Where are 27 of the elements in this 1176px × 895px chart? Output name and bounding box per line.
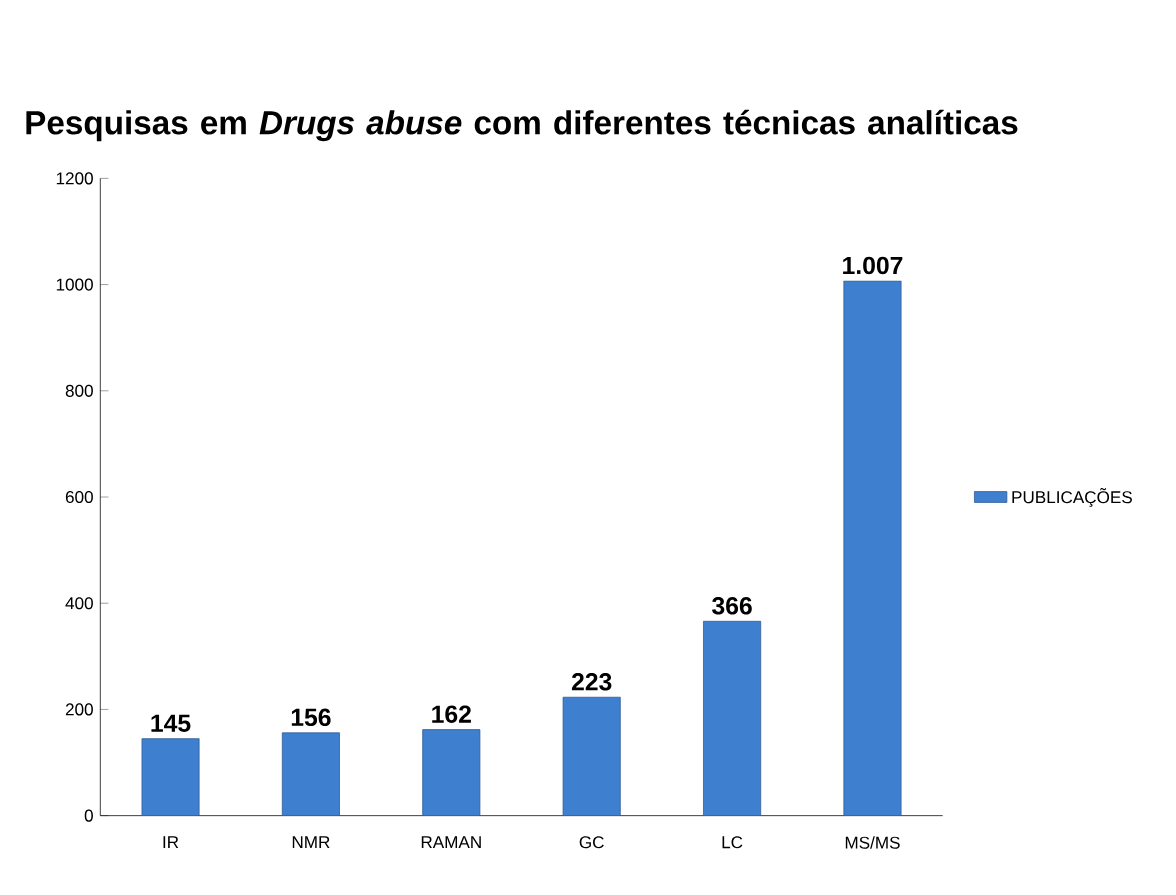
data-label: 1.007	[843, 256, 903, 275]
bar	[562, 696, 621, 816]
y-tick-label: 1200	[56, 172, 93, 185]
legend-label: PUBLICAÇÕES	[1012, 488, 1132, 507]
bar	[703, 620, 762, 816]
y-tick-label: 200	[65, 703, 93, 716]
y-tick-label: 600	[65, 491, 93, 504]
x-tick-label: GC	[579, 836, 604, 849]
bar	[422, 729, 481, 816]
y-tick-label: 0	[84, 809, 93, 822]
x-tick-label: MS/MS	[845, 836, 900, 849]
data-label: 162	[432, 705, 471, 723]
x-tick-label: LC	[722, 836, 743, 849]
chart-title: Pesquisas em Drugs abuse com diferentes técnicas analíticas	[26, 109, 1018, 142]
y-tick-label: 800	[65, 384, 93, 397]
x-tick-label: RAMAN	[421, 836, 481, 849]
x-tick-label: NMR	[292, 836, 330, 849]
data-label: 156	[291, 708, 331, 727]
y-tick-label: 400	[65, 597, 93, 610]
x-tick-label: IR	[163, 836, 179, 849]
data-label: 366	[712, 597, 752, 615]
bar	[843, 280, 902, 816]
y-tick-label: 1000	[56, 278, 93, 291]
data-label: 145	[151, 714, 191, 733]
bar	[281, 732, 340, 816]
bar	[141, 738, 200, 816]
data-label: 223	[571, 673, 612, 691]
